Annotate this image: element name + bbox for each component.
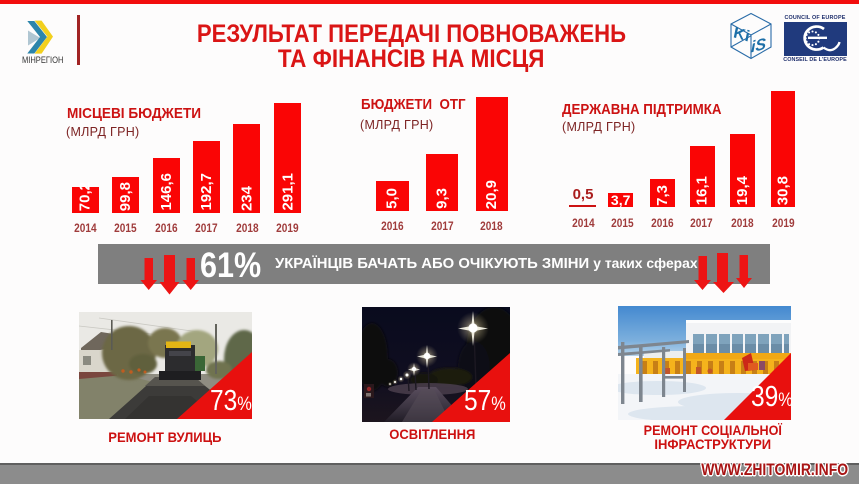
svg-text:iS: iS (751, 35, 766, 57)
svg-text:Ki: Ki (734, 24, 750, 46)
